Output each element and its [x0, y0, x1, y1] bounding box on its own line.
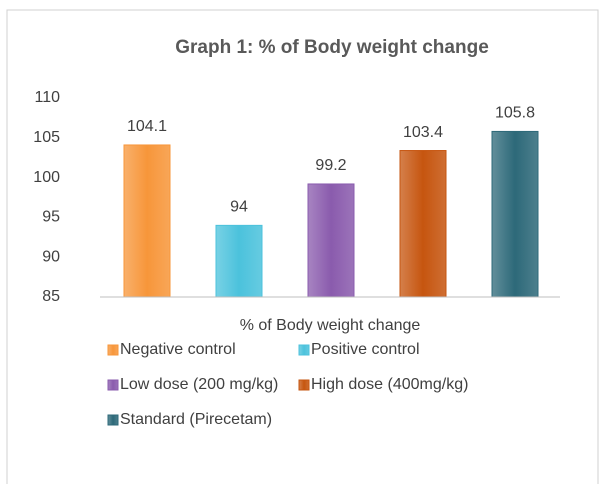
legend-label: High dose (400mg/kg)	[311, 376, 468, 393]
y-tick-label: 100	[33, 169, 60, 186]
x-tick-label: % of Body weight change	[240, 317, 421, 334]
bar	[307, 183, 355, 298]
y-tick-label: 85	[42, 288, 60, 305]
chart-border	[6, 9, 599, 484]
legend-label: Low dose (200 mg/kg)	[120, 376, 278, 393]
legend-swatch	[107, 344, 119, 356]
legend-swatch	[107, 414, 119, 426]
chart-title: Graph 1: % of Body weight change	[175, 37, 489, 58]
value-label: 103.4	[403, 124, 443, 141]
value-label: 94	[230, 199, 248, 216]
bar	[399, 150, 447, 298]
y-tick-label: 105	[33, 129, 60, 146]
legend-label: Negative control	[120, 341, 236, 358]
bar	[491, 130, 539, 298]
legend-label: Positive control	[311, 341, 420, 358]
y-tick-label: 90	[42, 248, 60, 265]
value-label: 99.2	[315, 157, 346, 174]
bar	[215, 224, 263, 298]
legend-swatch	[107, 379, 119, 391]
y-tick-label: 110	[34, 89, 60, 106]
legend-swatch	[298, 344, 310, 356]
legend-swatch	[298, 379, 310, 391]
value-label: 104.1	[127, 118, 167, 135]
y-tick-label: 95	[42, 209, 60, 226]
legend-label: Standard (Pirecetam)	[120, 411, 272, 428]
bar	[123, 144, 171, 298]
value-label: 105.8	[495, 105, 535, 122]
